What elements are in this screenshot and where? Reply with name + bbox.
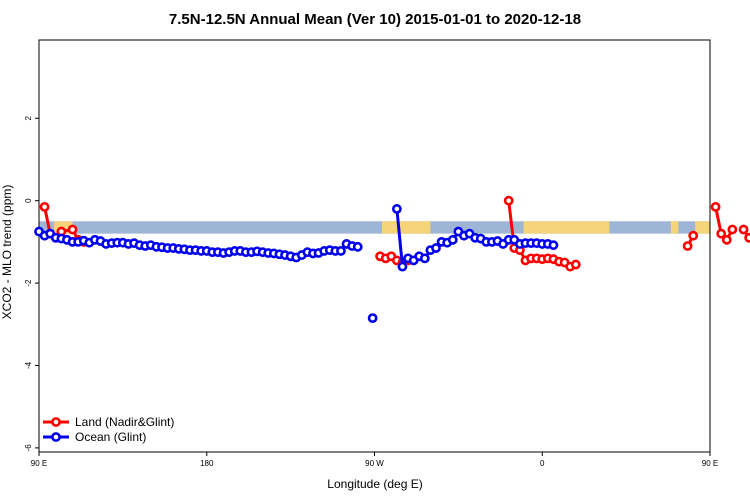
x-tick-label: 0 (540, 459, 545, 468)
data-point (336, 246, 346, 256)
data-point (682, 241, 693, 251)
x-tick-label: 180 (200, 459, 214, 468)
data-point (39, 201, 50, 212)
y-tick-label: -4 (24, 361, 33, 369)
x-axis-label: Longitude (deg E) (327, 477, 422, 491)
legend-marker (51, 417, 61, 427)
land-band-segment (381, 221, 431, 234)
data-point (391, 204, 402, 214)
legend-label: Land (Nadir&Glint) (75, 415, 174, 429)
legend-label: Ocean (Glint) (75, 430, 146, 444)
data-point (721, 234, 732, 245)
land-band-segment (670, 221, 679, 234)
legend: Land (Nadir&Glint)Ocean (Glint) (43, 415, 174, 444)
data-point (419, 253, 430, 264)
data-point (352, 241, 363, 252)
data-point (447, 234, 458, 245)
y-tick-label: 0 (24, 198, 33, 203)
x-tick-label: 90 E (31, 459, 47, 468)
data-point (397, 261, 408, 272)
chart-title: 7.5N-12.5N Annual Mean (Ver 10) 2015-01-… (169, 11, 581, 28)
data-point (367, 313, 378, 323)
x-tick-label: 90 W (365, 459, 384, 468)
data-point (548, 240, 559, 251)
data-point (716, 228, 727, 239)
y-tick-label: -2 (24, 279, 33, 287)
land-band-segment (695, 221, 710, 234)
data-point (570, 259, 581, 270)
data-point (744, 232, 750, 243)
legend-marker (51, 432, 61, 442)
y-tick-label: 2 (24, 116, 33, 121)
data-point (431, 243, 441, 253)
y-axis-label: XCO2 - MLO trend (ppm) (0, 185, 14, 320)
land-band-segment (523, 221, 610, 234)
data-point (67, 224, 78, 235)
data-point (738, 224, 749, 235)
data-point (688, 230, 699, 241)
series-1 (34, 204, 559, 323)
data-point (710, 201, 721, 212)
data-point (503, 195, 514, 206)
y-tick-label: -6 (24, 444, 33, 452)
data-point (727, 224, 738, 235)
x-tick-label: 90 E (702, 459, 718, 468)
